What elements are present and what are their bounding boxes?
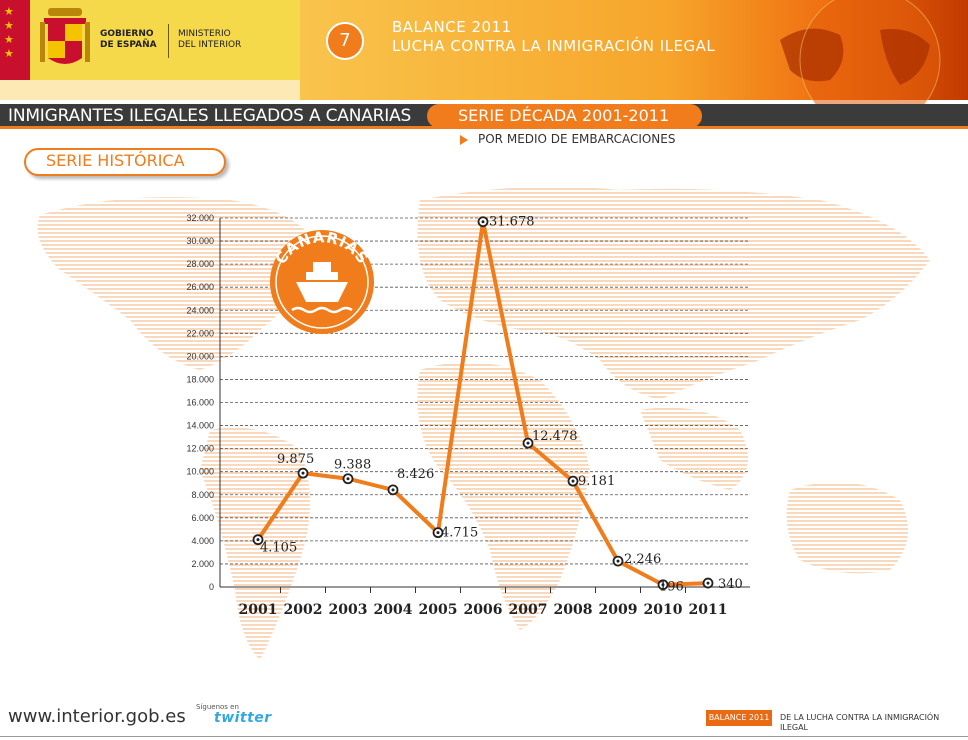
- x-tick-label: 2009: [599, 602, 638, 618]
- y-tick-label: 12.000: [186, 444, 214, 454]
- data-label: 196: [659, 580, 684, 595]
- y-tick-label: 18.000: [186, 374, 214, 384]
- y-tick-label: 8.000: [191, 490, 214, 500]
- ministry-name: MINISTERIO DEL INTERIOR: [178, 29, 241, 51]
- data-point-center: [346, 477, 350, 481]
- data-label: 4.715: [441, 526, 478, 541]
- balance-title: BALANCE 2011: [392, 18, 512, 36]
- y-tick-label: 24.000: [186, 305, 214, 315]
- y-tick-label: 32.000: [186, 213, 214, 223]
- x-tick-label: 2003: [329, 602, 368, 618]
- x-tick-label: 2002: [284, 602, 323, 618]
- serie-badge: [427, 104, 702, 128]
- star-icon: ★: [4, 19, 14, 32]
- historica-pill: [24, 148, 226, 176]
- data-label: 12.478: [532, 429, 578, 444]
- footer-text: DE LA LUCHA CONTRA LA INMIGRACIÓN ILEGAL: [780, 713, 940, 732]
- star-icon: ★: [4, 33, 14, 46]
- x-tick-label: 2004: [374, 602, 413, 618]
- y-tick-label: 22.000: [186, 328, 214, 338]
- chart-subtitle: POR MEDIO DE EMBARCACIONES: [478, 132, 676, 146]
- x-tick-label: 2006: [464, 602, 503, 618]
- play-arrow-icon: [460, 135, 468, 145]
- y-tick-label: 30.000: [186, 236, 214, 246]
- x-tick-label: 2010: [644, 602, 683, 618]
- data-label: 2.246: [624, 552, 661, 567]
- data-label: 8.426: [397, 467, 434, 482]
- data-point-center: [571, 479, 575, 483]
- data-point-center: [526, 441, 530, 445]
- data-point-center: [616, 559, 620, 563]
- y-tick-label: 2.000: [191, 559, 214, 569]
- logo-divider: [168, 24, 169, 58]
- x-tick-label: 2005: [419, 602, 458, 618]
- globe-icon: [780, 0, 941, 110]
- y-tick-label: 0: [209, 582, 214, 592]
- y-tick-label: 4.000: [191, 536, 214, 546]
- section-number-badge: 7: [326, 22, 364, 60]
- page-title: INMIGRANTES ILEGALES LLEGADOS A CANARIAS: [8, 106, 412, 126]
- data-point-center: [301, 471, 305, 475]
- data-label: 31.678: [489, 215, 535, 230]
- footer-badge: BALANCE 2011: [706, 710, 772, 726]
- y-tick-label: 10.000: [186, 467, 214, 477]
- star-icon: ★: [4, 47, 14, 60]
- government-name: GOBIERNO DE ESPAÑA: [100, 29, 157, 51]
- y-axis-ticks: 0 2.000 4.000 6.000 8.000 10.000 12.000 14.000 1…: [186, 213, 214, 592]
- star-icon: ★: [4, 5, 14, 18]
- government-line-2: DE ESPAÑA: [100, 40, 157, 50]
- eu-flag-strip: ★ ★ ★ ★: [0, 0, 30, 80]
- boat-icon: [291, 262, 353, 314]
- data-point-center: [436, 531, 440, 535]
- x-axis-categories: 2001 2002 2003 2004 2005 2006 2007 2008 2009 2010…: [239, 587, 728, 618]
- data-label: 9.181: [578, 474, 615, 489]
- coat-of-arms-icon: [40, 8, 90, 64]
- y-tick-label: 16.000: [186, 398, 214, 408]
- ministry-line-1: MINISTERIO: [178, 29, 231, 39]
- y-tick-label: 26.000: [186, 282, 214, 292]
- y-tick-label: 6.000: [191, 513, 214, 523]
- data-point-center: [256, 538, 260, 542]
- historica-label: SERIE HISTÓRICA: [46, 151, 185, 170]
- government-line-1: GOBIERNO: [100, 29, 154, 39]
- y-tick-label: 28.000: [186, 259, 214, 269]
- x-tick-label: 2001: [239, 602, 278, 618]
- footer-line: [0, 736, 968, 737]
- x-tick-label: 2008: [554, 602, 593, 618]
- y-tick-label: 14.000: [186, 421, 214, 431]
- balance-subtitle: LUCHA CONTRA LA INMIGRACIÓN ILEGAL: [392, 37, 716, 55]
- data-point-center: [706, 581, 710, 585]
- y-tick-label: 20.000: [186, 351, 214, 361]
- data-point-center: [481, 220, 485, 224]
- follow-label: Síguenos en: [196, 703, 239, 711]
- data-label: 340: [718, 577, 743, 592]
- data-points: 4.105 9.875 9.388 8.426 4.715 31.678 12.478 9.1…: [252, 215, 743, 595]
- data-label: 9.875: [277, 452, 314, 467]
- canarias-badge: CANARIAS: [270, 228, 374, 334]
- world-map-background: [37, 186, 930, 660]
- ministry-line-2: DEL INTERIOR: [178, 40, 242, 50]
- twitter-logo[interactable]: twitter: [214, 710, 272, 726]
- website-url[interactable]: www.interior.gob.es: [8, 706, 186, 727]
- data-label: 9.388: [334, 458, 371, 473]
- data-point-center: [391, 488, 395, 492]
- data-point-center: [661, 583, 665, 587]
- data-label: 4.105: [260, 541, 297, 556]
- x-tick-label: 2011: [689, 602, 728, 618]
- x-tick-label: 2007: [509, 602, 548, 618]
- serie-label: SERIE DÉCADA 2001-2011: [458, 106, 670, 125]
